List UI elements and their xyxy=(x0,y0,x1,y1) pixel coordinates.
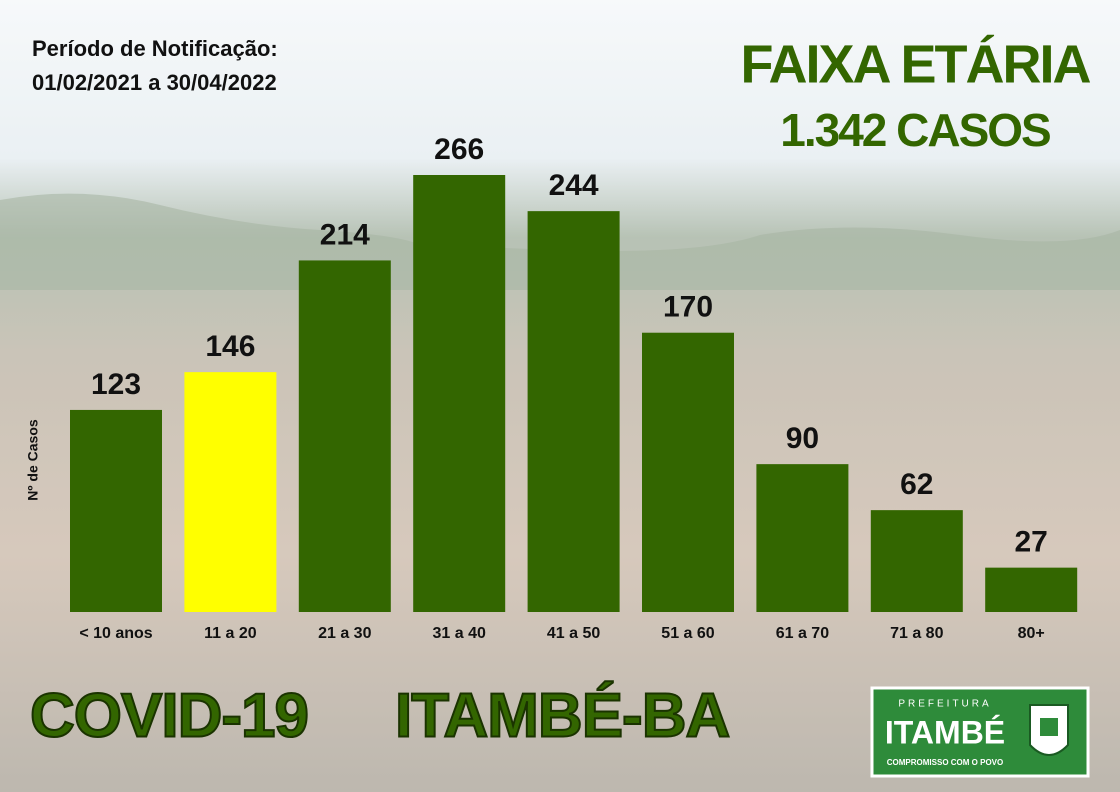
bar xyxy=(70,409,162,612)
y-axis-label: Nº de Casos xyxy=(25,419,41,501)
x-tick-label: 11 a 20 xyxy=(204,625,257,642)
bar xyxy=(184,372,277,612)
period-label: Período de Notificação: xyxy=(32,36,278,61)
x-tick-label: 21 a 30 xyxy=(318,625,371,642)
x-tick-label: 41 a 50 xyxy=(547,625,600,642)
value-label: 27 xyxy=(1015,526,1048,559)
x-tick-label: 31 a 40 xyxy=(433,625,486,642)
x-tick-label: 80+ xyxy=(1018,625,1045,642)
bar xyxy=(298,260,391,612)
x-tick-label: < 10 anos xyxy=(79,625,152,642)
footer-right: ITAMBÉ-BA xyxy=(395,681,729,750)
value-label: 244 xyxy=(549,169,599,202)
value-label: 62 xyxy=(900,468,933,501)
x-tick-label: 51 a 60 xyxy=(661,625,714,642)
logo-crest-inner xyxy=(1040,718,1058,736)
value-label: 146 xyxy=(205,330,255,363)
bar xyxy=(413,175,506,612)
logo-top: PREFEITURA xyxy=(898,699,991,710)
footer-left: COVID-19 xyxy=(30,681,308,750)
period: 01/02/2021 a 30/04/2022 xyxy=(32,70,277,95)
value-label: 123 xyxy=(91,368,141,401)
chart-subtitle: 1.342 CASOS xyxy=(780,104,1050,156)
value-label: 214 xyxy=(320,218,370,251)
hills xyxy=(0,193,1120,290)
x-tick-label: 71 a 80 xyxy=(890,625,943,642)
logo-name: ITAMBÉ xyxy=(885,714,1005,750)
bar xyxy=(756,464,849,612)
bar xyxy=(985,567,1078,612)
bar xyxy=(642,332,734,612)
value-label: 90 xyxy=(786,422,819,455)
chart-title: FAIXA ETÁRIA xyxy=(740,34,1090,94)
bar xyxy=(527,211,620,612)
value-label: 170 xyxy=(663,291,713,324)
value-label: 266 xyxy=(434,133,484,166)
x-tick-label: 61 a 70 xyxy=(776,625,829,642)
logo: PREFEITURA ITAMBÉ COMPROMISSO COM O POVO xyxy=(870,686,1090,778)
logo-motto: COMPROMISSO COM O POVO xyxy=(887,758,1003,767)
bar xyxy=(870,510,963,612)
